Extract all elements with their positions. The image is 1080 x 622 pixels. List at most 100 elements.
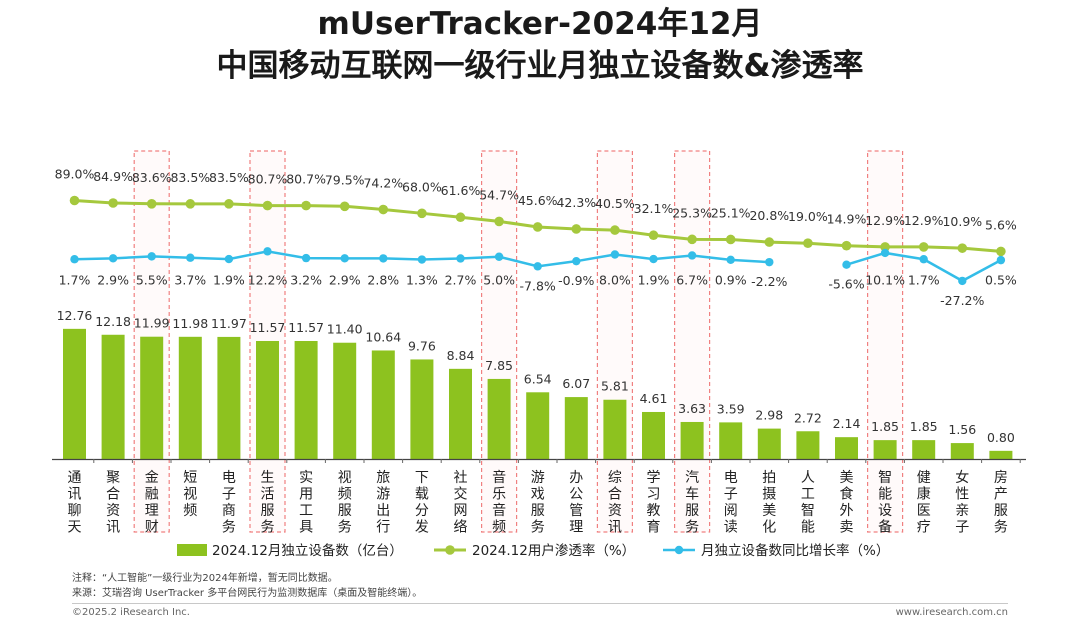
bar-value-label: 11.99 bbox=[134, 316, 170, 331]
growth-label: 6.7% bbox=[676, 273, 708, 288]
growth-point bbox=[494, 252, 504, 261]
penetration-label: 84.9% bbox=[93, 169, 133, 184]
penetration-label: 45.6% bbox=[518, 193, 558, 208]
category-label: 实用工具 bbox=[299, 470, 313, 536]
growth-point bbox=[649, 254, 658, 264]
growth-label: 1.9% bbox=[213, 273, 245, 288]
bar-value-label: 3.63 bbox=[678, 401, 706, 416]
legend-label-growth: 月独立设备数同比增长率（%） bbox=[701, 542, 889, 559]
penetration-label: 19.0% bbox=[788, 209, 828, 224]
category-label: 下载分发 bbox=[415, 470, 429, 536]
category-label: 办公管理 bbox=[569, 470, 583, 536]
bar-value-label: 5.81 bbox=[601, 379, 629, 394]
penetration-point bbox=[185, 199, 196, 209]
bar bbox=[333, 342, 357, 459]
penetration-point bbox=[108, 198, 118, 208]
penetration-label: 54.7% bbox=[479, 187, 519, 202]
category-label: 聚合资讯 bbox=[106, 470, 120, 536]
category-label: 金融理财 bbox=[145, 470, 159, 536]
growth-label: 2.9% bbox=[329, 273, 361, 288]
bar-value-label: 2.72 bbox=[794, 410, 822, 425]
growth-point bbox=[533, 262, 542, 271]
penetration-label: 83.5% bbox=[170, 170, 210, 185]
bar-value-label: 1.85 bbox=[871, 419, 899, 434]
penetration-label: 25.3% bbox=[672, 205, 712, 220]
bar-value-label: 12.18 bbox=[95, 314, 131, 329]
penetration-label: 12.9% bbox=[865, 213, 905, 228]
growth-point bbox=[842, 260, 851, 269]
penetration-point bbox=[725, 234, 736, 245]
growth-point bbox=[108, 254, 118, 263]
highlight-box bbox=[481, 150, 518, 533]
category-label: 生活服务 bbox=[261, 470, 275, 536]
penetration-point bbox=[262, 200, 273, 211]
bar bbox=[294, 340, 318, 459]
highlight-box bbox=[866, 150, 904, 533]
penetration-point bbox=[532, 222, 543, 232]
bar bbox=[680, 421, 704, 459]
bar bbox=[796, 431, 820, 459]
penetration-label: 83.5% bbox=[209, 170, 249, 185]
category-label: 拍摄美化 bbox=[762, 470, 776, 536]
bar bbox=[140, 336, 164, 459]
bar bbox=[564, 397, 588, 459]
penetration-label: 12.9% bbox=[904, 213, 944, 228]
bar bbox=[912, 440, 936, 459]
growth-label: -7.8% bbox=[520, 278, 556, 293]
bar bbox=[526, 392, 550, 459]
bar bbox=[178, 336, 202, 459]
penetration-label: 14.9% bbox=[827, 212, 867, 227]
growth-point bbox=[610, 250, 620, 259]
bar-value-label: 6.54 bbox=[524, 371, 552, 386]
category-label: 电子阅读 bbox=[724, 470, 738, 536]
bar-value-label: 2.98 bbox=[755, 408, 783, 423]
penetration-label: 83.6% bbox=[132, 170, 172, 185]
growth-point bbox=[996, 255, 1006, 265]
growth-label: -2.2% bbox=[751, 274, 787, 289]
penetration-point bbox=[146, 198, 157, 209]
bar bbox=[256, 340, 279, 459]
penetration-point bbox=[224, 199, 234, 209]
growth-label: 1.9% bbox=[638, 273, 670, 288]
bar bbox=[642, 411, 665, 459]
growth-label: 2.7% bbox=[445, 273, 477, 288]
category-label: 电子商务 bbox=[222, 470, 236, 536]
growth-point bbox=[880, 248, 890, 258]
growth-point bbox=[456, 254, 465, 263]
growth-point bbox=[572, 256, 581, 266]
growth-label: 2.9% bbox=[97, 273, 129, 288]
growth-label: 5.5% bbox=[136, 273, 168, 288]
bar bbox=[487, 378, 511, 459]
bar bbox=[873, 440, 897, 459]
bar bbox=[757, 428, 781, 459]
penetration-label: 32.1% bbox=[634, 201, 674, 216]
category-label: 音乐音频 bbox=[492, 469, 506, 536]
penetration-point bbox=[69, 195, 80, 206]
category-label: 房产服务 bbox=[994, 470, 1008, 536]
growth-label: 1.3% bbox=[406, 273, 438, 288]
category-label: 人工智能 bbox=[801, 470, 815, 536]
bar bbox=[603, 399, 627, 459]
penetration-label: 42.3% bbox=[556, 195, 596, 210]
growth-point bbox=[301, 253, 311, 263]
growth-point bbox=[186, 253, 195, 262]
chart-note: 注释：“人工智能”一级行业为2024年新增，暂无同比数据。 bbox=[72, 573, 338, 584]
chart-area: 12.76 12.18 11.99 11.98 11.97 11.57 11.57 11.40… bbox=[52, 150, 1026, 559]
growth-point bbox=[726, 255, 735, 265]
penetration-point bbox=[648, 230, 659, 241]
growth-label: -27.2% bbox=[940, 293, 984, 308]
penetration-label: 80.7% bbox=[248, 172, 288, 187]
bar-value-label: 4.61 bbox=[640, 391, 668, 406]
penetration-point bbox=[455, 212, 466, 223]
penetration-point bbox=[957, 243, 968, 253]
bar bbox=[410, 359, 434, 459]
bar-value-label: 6.07 bbox=[562, 376, 590, 391]
chart-title-line-1: mUserTracker-2024年12月 bbox=[317, 6, 763, 42]
penetration-label: 89.0% bbox=[55, 167, 95, 182]
category-label: 汽车服务 bbox=[685, 470, 699, 536]
growth-point bbox=[340, 254, 349, 263]
category-label: 健康医疗 bbox=[917, 470, 931, 536]
bar-value-label: 2.14 bbox=[833, 416, 861, 431]
bar bbox=[950, 443, 974, 459]
penetration-point bbox=[571, 224, 582, 234]
